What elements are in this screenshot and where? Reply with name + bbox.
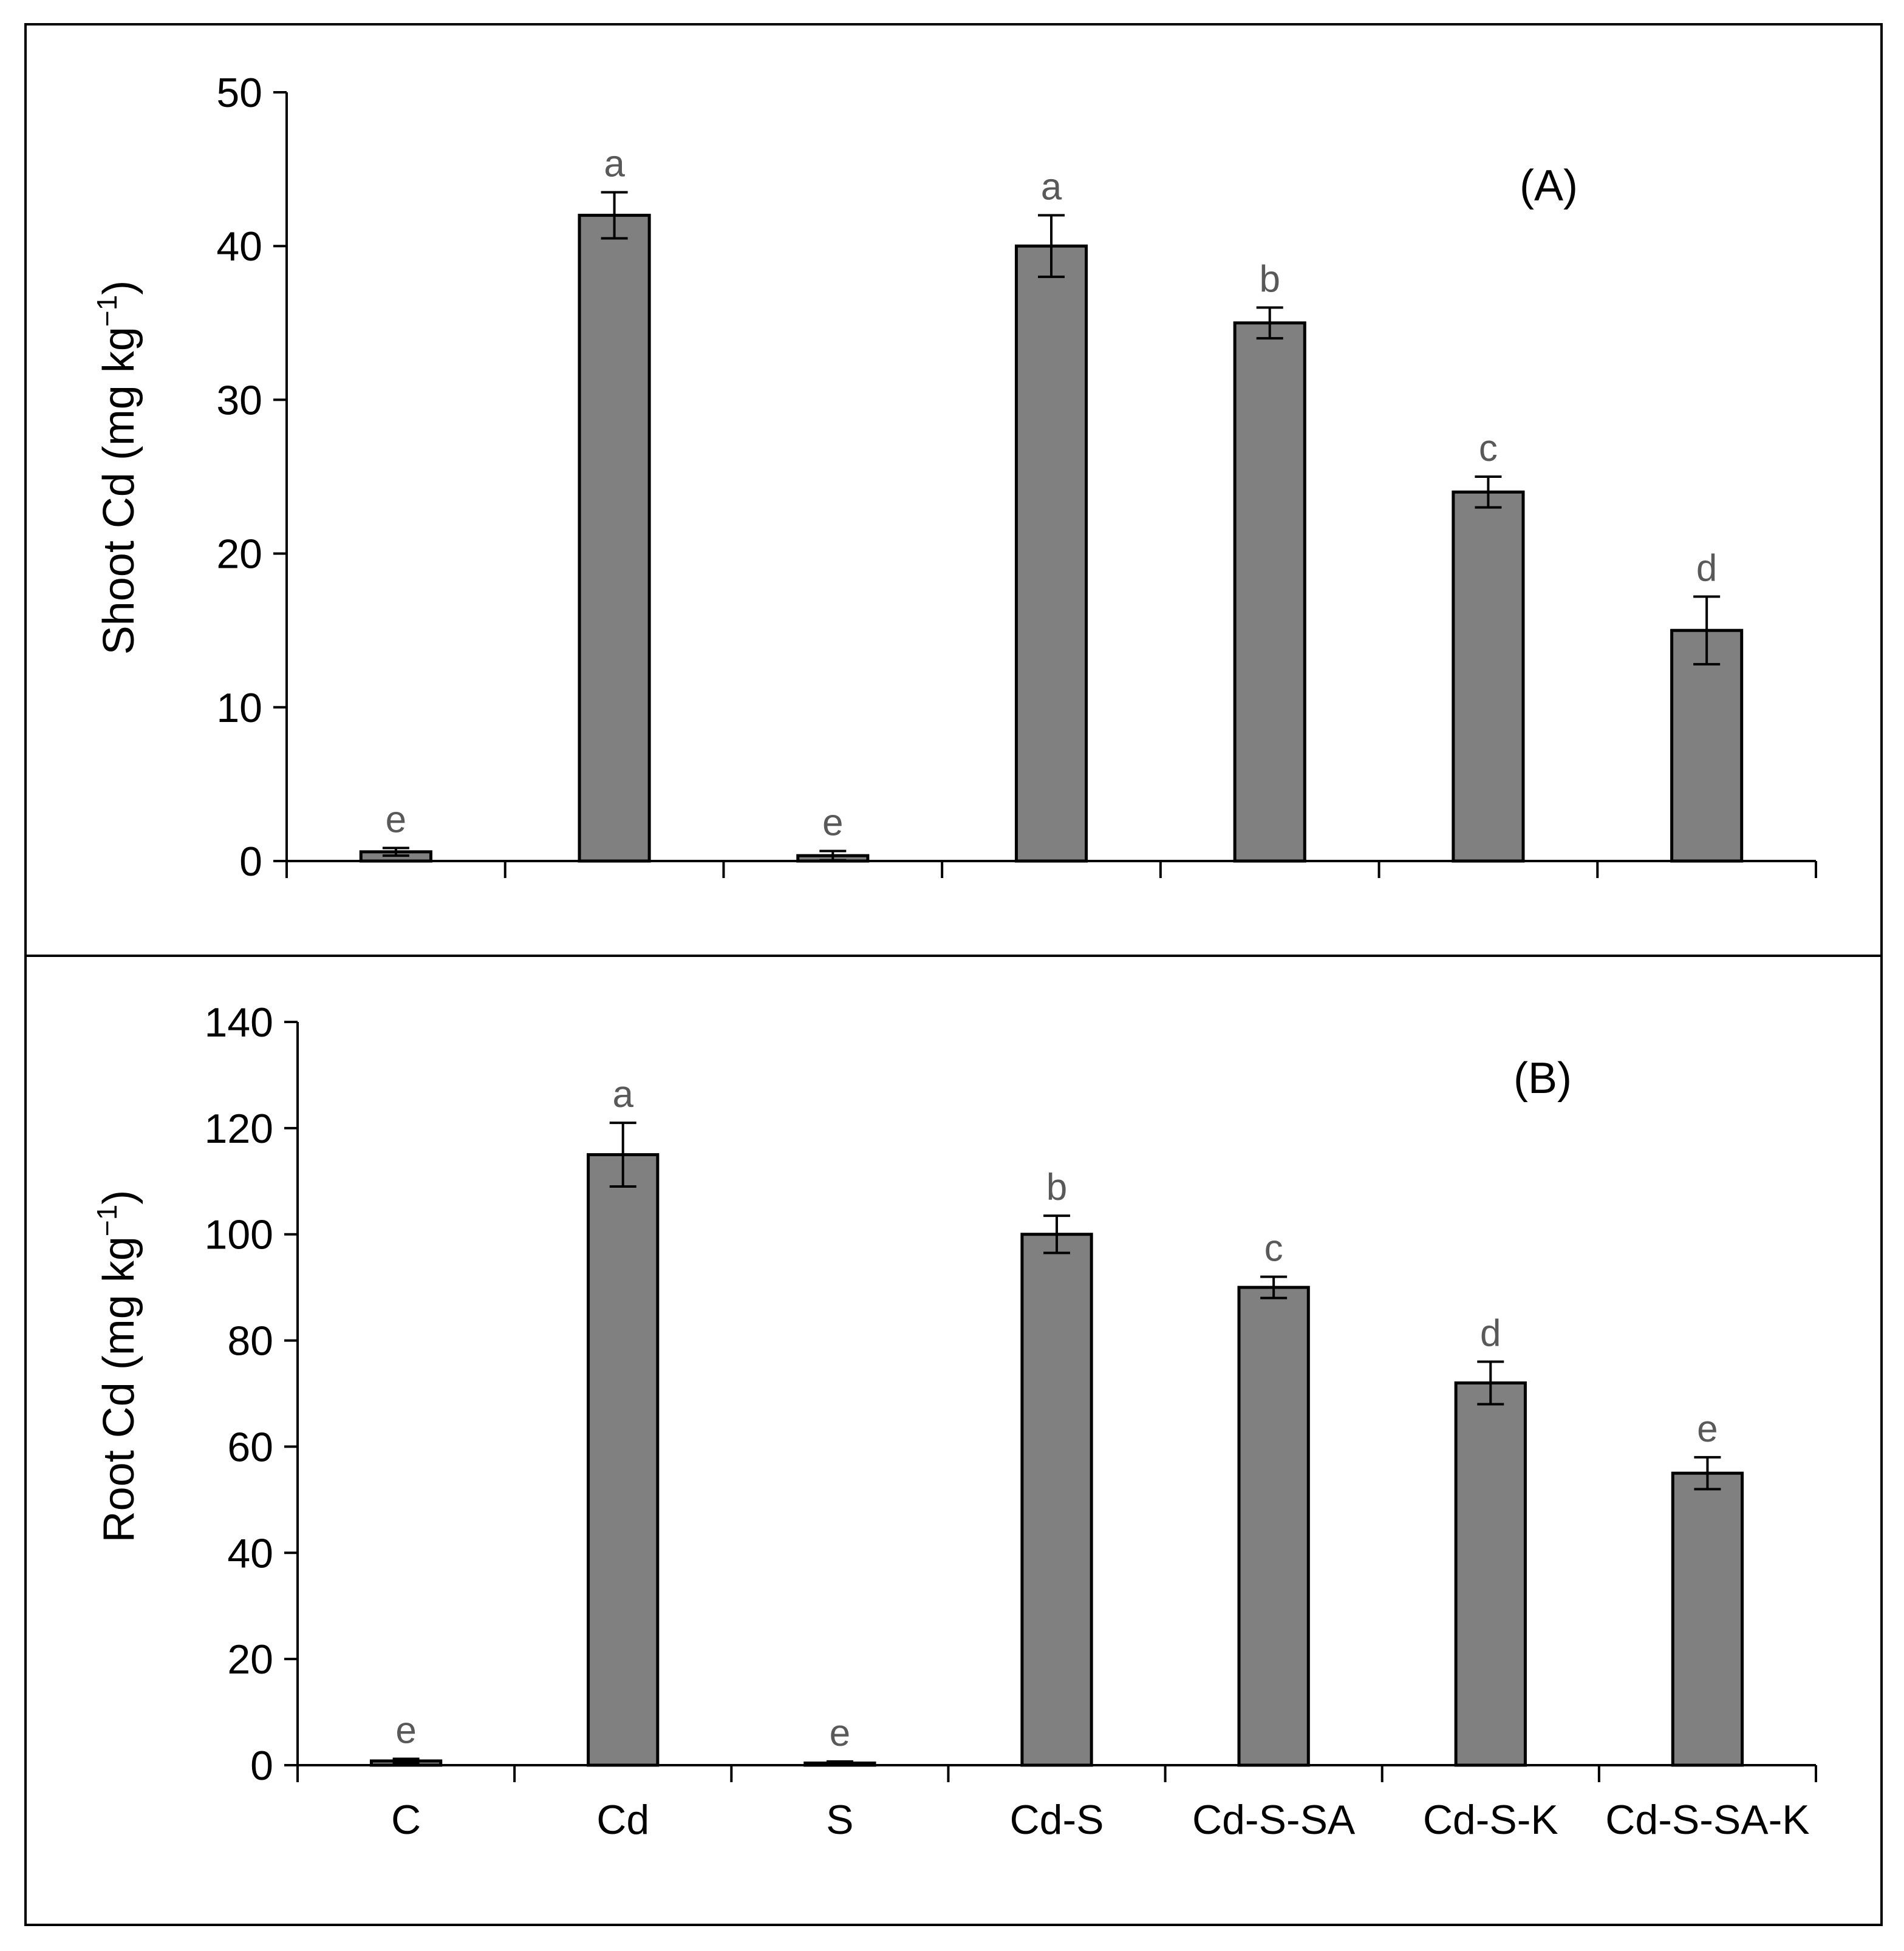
panel-b-category-label: Cd-S-SA-K [1605, 1797, 1809, 1843]
panel-b-significance-letter: a [612, 1074, 633, 1115]
panel-b-category-label: Cd-S-K [1423, 1797, 1558, 1843]
panel-b-bar [1671, 1471, 1744, 1767]
panel-b-frame [24, 955, 1883, 1926]
panel-a-ytick-label: 0 [239, 839, 262, 885]
panel-a-significance-letter: d [1696, 547, 1717, 589]
panel-a-significance-letter: a [1041, 166, 1062, 208]
panel-b-significance-letter: e [830, 1712, 850, 1754]
panel-a-ytick-label: 40 [216, 223, 262, 270]
panel-b-ylabel-sup: −1 [91, 1205, 123, 1236]
panel-b-ytick-label: 60 [227, 1424, 273, 1470]
panel-b-significance-letter: e [395, 1710, 416, 1752]
panel-b-bar [1454, 1381, 1527, 1767]
panel-a-ylabel-sup: −1 [91, 295, 123, 327]
panel-a-label: (A) [1520, 162, 1578, 210]
panel-a-significance-letter: e [822, 802, 843, 844]
panel-b-significance-letter: e [1697, 1408, 1718, 1450]
panel-a-bar [1233, 321, 1306, 863]
panel-a-ytick-label: 30 [216, 377, 262, 423]
panel-a-bar [578, 214, 651, 863]
panel-b-significance-letter: c [1264, 1228, 1283, 1270]
panel-a-chart: 0 10 20 30 40 50 e a e a b c d [216, 70, 1817, 885]
panel-b-significance-letter: d [1480, 1313, 1501, 1355]
panel-a-ylabel-main: Shoot Cd (mg kg [95, 327, 143, 655]
panel-a-significance-letter: a [604, 143, 625, 185]
panel-b-bar [1237, 1285, 1310, 1767]
panel-a-bar [1452, 490, 1525, 863]
panel-a-ylabel-close: ) [95, 281, 143, 295]
panel-b-chart: 0 20 40 60 80 100 120 140 e Ca Cd e Sb Cd-S c Cd-S-SA d C… [205, 999, 1817, 1843]
panel-b-ytick-label: 140 [205, 999, 273, 1046]
panel-b-bar [587, 1153, 660, 1767]
panel-a-significance-letter: e [386, 798, 406, 840]
panel-b-ytick-label: 120 [205, 1106, 273, 1152]
panel-b-ytick-label: 0 [250, 1743, 273, 1789]
panel-b-ylabel-close: ) [95, 1190, 143, 1205]
panel-b-category-label: S [826, 1797, 853, 1843]
panel-b-ytick-label: 80 [227, 1318, 273, 1364]
panel-a-ytick-label: 10 [216, 685, 262, 731]
panel-a-ytick-label: 50 [216, 70, 262, 116]
panel-b-bar [1020, 1233, 1093, 1767]
panel-b-ylabel-main: Root Cd (mg kg [95, 1236, 143, 1542]
panel-b-category-label: Cd-S-SA [1192, 1797, 1356, 1843]
panel-b-ylabel: Root Cd (mg kg−1) [91, 1190, 143, 1543]
panel-a-significance-letter: b [1259, 258, 1280, 300]
panel-b-ytick-label: 100 [205, 1212, 273, 1258]
panel-b-category-label: Cd [596, 1797, 649, 1843]
panel-b-category-label: C [391, 1797, 421, 1843]
panel-a-ytick-label: 20 [216, 531, 262, 577]
panel-b-label: (B) [1513, 1054, 1572, 1103]
panel-b-ytick-label: 20 [227, 1636, 273, 1683]
panel-a-ylabel: Shoot Cd (mg kg−1) [91, 281, 143, 655]
panel-b-significance-letter: b [1046, 1166, 1067, 1208]
panel-a-bar [1014, 244, 1088, 863]
panel-b-ytick-label: 40 [227, 1530, 273, 1576]
panel-b-category-label: Cd-S [1010, 1797, 1104, 1843]
panel-a-significance-letter: c [1479, 427, 1498, 469]
